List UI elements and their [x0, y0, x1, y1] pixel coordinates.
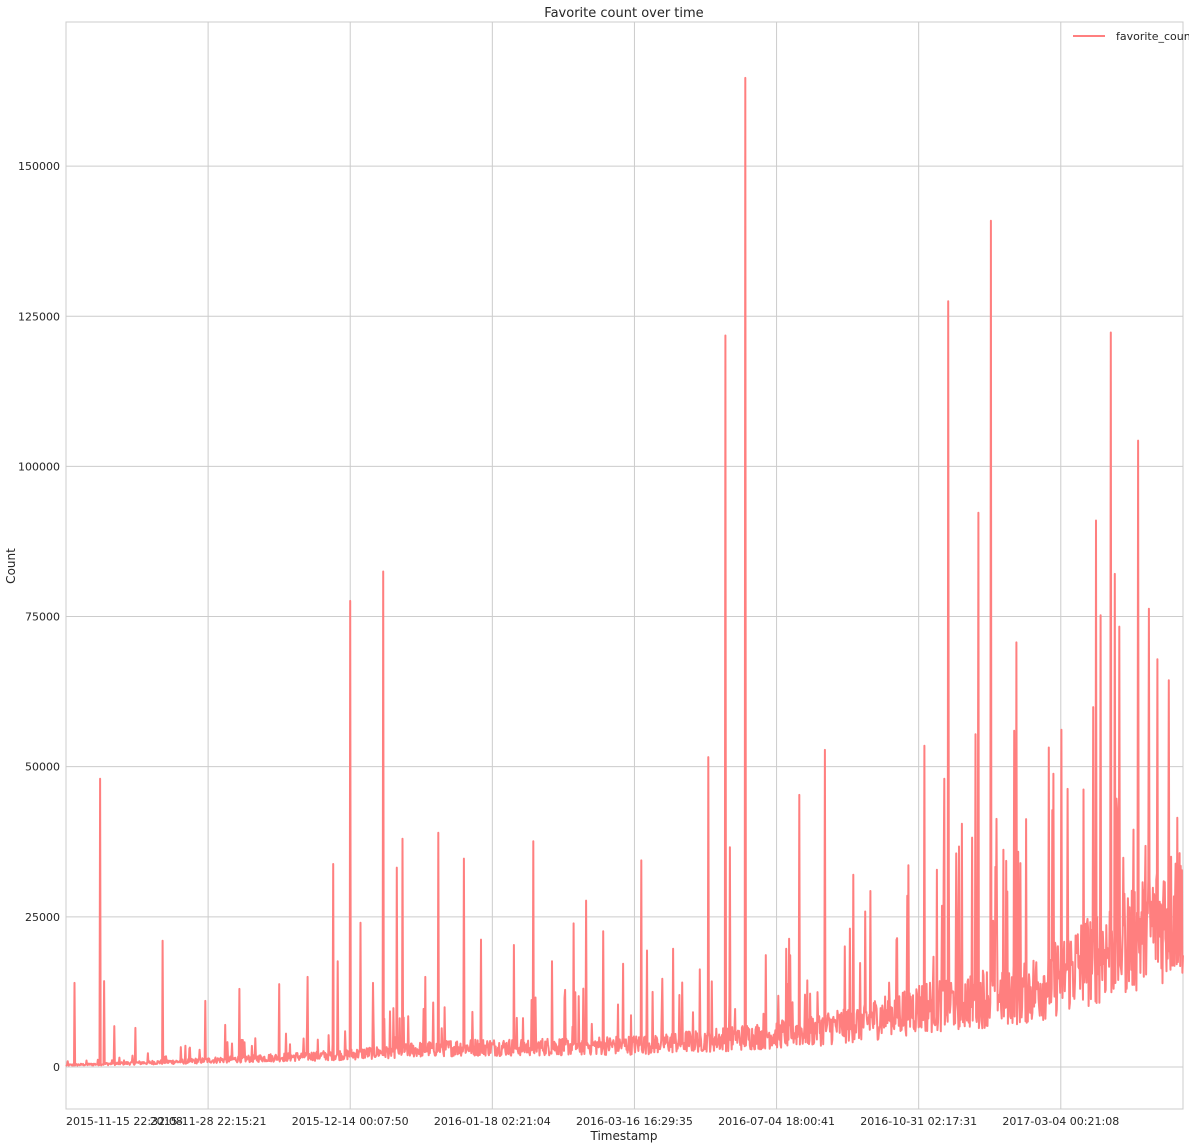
- y-tick-label: 50000: [25, 761, 60, 774]
- y-tick-label: 125000: [18, 310, 60, 323]
- x-tick-label: 2016-07-04 18:00:41: [718, 1115, 835, 1128]
- legend-label-favorite-count: favorite_count: [1116, 30, 1189, 43]
- series-layer: [65, 76, 1184, 1067]
- x-tick-label: 2017-03-04 00:21:08: [1002, 1115, 1119, 1128]
- y-tick-label: 25000: [25, 911, 60, 924]
- grid-lines: [65, 22, 1183, 1109]
- y-axis-label: Count: [4, 548, 18, 584]
- y-tick-label: 150000: [18, 160, 60, 173]
- x-tick-label: 2015-12-14 00:07:50: [292, 1115, 409, 1128]
- x-tick-label: 2016-03-16 16:29:35: [576, 1115, 693, 1128]
- y-tick-label: 75000: [25, 611, 60, 624]
- x-tick-label: 2016-01-18 02:21:04: [434, 1115, 551, 1128]
- y-tick-label: 0: [53, 1061, 60, 1074]
- legend: favorite_count: [1073, 30, 1189, 43]
- y-tick-labels: 0 25000 50000 75000 100000 125000 150000: [18, 160, 60, 1074]
- y-tick-label: 100000: [18, 460, 60, 473]
- x-tick-label: 2015-11-15 22:32:08: [66, 1115, 183, 1128]
- series-line-favorite-count: [65, 76, 1184, 1067]
- x-tick-label: 2015-11-28 22:15:21: [150, 1115, 267, 1128]
- x-tick-label: 2016-10-31 02:17:31: [860, 1115, 977, 1128]
- x-axis-label: Timestamp: [590, 1129, 658, 1143]
- chart-title: Favorite count over time: [544, 6, 703, 21]
